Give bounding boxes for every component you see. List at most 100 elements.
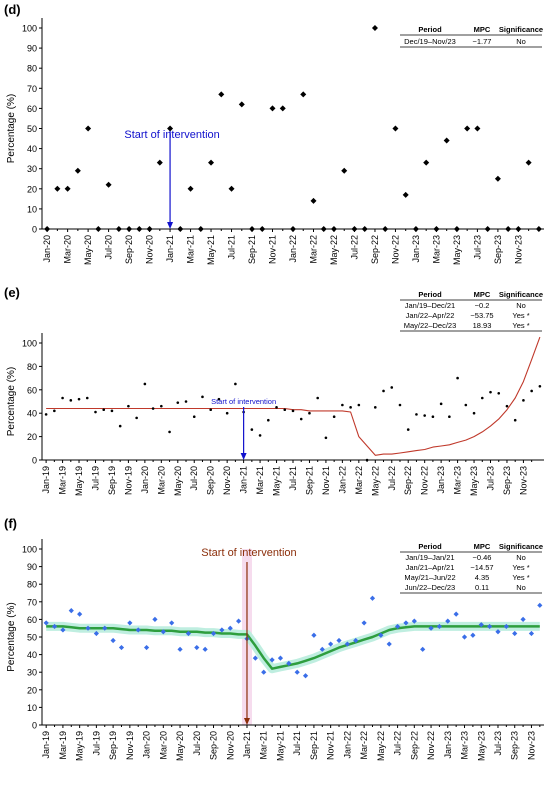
data-point (143, 644, 150, 651)
table-cell-significance: Yes * (512, 321, 529, 330)
trend-line (46, 625, 540, 670)
x-tick-label: Jul-21 (227, 235, 237, 260)
data-point (320, 226, 327, 232)
x-tick-label: Sep-23 (510, 731, 520, 760)
data-point (394, 623, 401, 630)
data-point (494, 175, 501, 182)
data-point (252, 655, 258, 661)
data-point (269, 105, 276, 112)
data-point (535, 226, 542, 232)
data-point (236, 618, 242, 624)
data-point (225, 411, 229, 415)
data-point (118, 644, 125, 651)
intervention-label: Start of intervention (201, 547, 296, 559)
data-point (110, 637, 116, 644)
x-tick-label: Mar-21 (186, 235, 196, 264)
x-tick-label: Mar-20 (63, 235, 73, 264)
data-point (439, 402, 443, 406)
table-cell-significance: No (516, 583, 526, 592)
x-tick-label: Jan-20 (142, 731, 152, 759)
data-point (69, 399, 73, 402)
data-point (537, 602, 543, 608)
x-tick-label: Sep-19 (108, 731, 118, 760)
data-point (328, 641, 334, 647)
data-point (330, 226, 337, 232)
data-point (85, 625, 91, 631)
x-tick-label: Jul-22 (393, 731, 403, 756)
data-point (152, 616, 158, 622)
x-tick-label: Sep-19 (107, 466, 117, 495)
x-tick-label: Mar-19 (58, 466, 68, 495)
intervention-label: Start of intervention (124, 129, 219, 141)
data-point (209, 408, 213, 411)
intervention-label: Start of intervention (211, 397, 276, 406)
data-point (420, 646, 426, 652)
table-header: MPC (474, 290, 491, 299)
x-tick-label: Jul-23 (472, 235, 482, 260)
data-point (228, 185, 235, 192)
x-tick-label: May-20 (173, 466, 183, 496)
data-point (93, 630, 99, 637)
data-point (283, 408, 287, 411)
table-header: Significance (499, 25, 543, 34)
data-point (208, 159, 215, 166)
data-point (185, 630, 192, 637)
data-point (445, 618, 451, 624)
data-point (453, 226, 460, 232)
data-point (136, 226, 143, 232)
data-point (530, 389, 533, 393)
y-tick-label: 70 (27, 597, 37, 607)
table-cell-mpc: −1.77 (473, 37, 492, 46)
table-cell-mpc: −0.2 (475, 301, 490, 310)
data-point (61, 396, 64, 400)
y-tick-label: 0 (32, 721, 37, 731)
x-tick-label: Nov-22 (426, 731, 436, 760)
data-point (528, 630, 535, 637)
y-tick-label: 40 (27, 650, 37, 660)
data-point (512, 630, 518, 637)
x-tick-label: Sep-23 (493, 235, 503, 264)
y-tick-label: 60 (27, 385, 37, 395)
data-point (267, 418, 270, 422)
data-point (94, 410, 97, 414)
x-tick-label: May-22 (376, 731, 386, 761)
x-tick-label: Jan-23 (443, 731, 453, 759)
x-tick-label: Nov-23 (518, 466, 528, 495)
data-point (310, 197, 317, 204)
x-tick-label: May-23 (476, 731, 486, 761)
x-tick-label: May-19 (75, 731, 85, 761)
data-point (290, 226, 296, 232)
x-tick-label: Nov-20 (225, 731, 235, 760)
data-point (411, 618, 417, 624)
y-tick-label: 50 (27, 124, 37, 134)
data-point (497, 392, 501, 395)
data-point (453, 611, 459, 617)
data-point (505, 404, 509, 408)
x-tick-label: Sep-20 (206, 466, 216, 495)
y-tick-label: 90 (27, 562, 37, 572)
data-point (515, 226, 522, 232)
x-tick-label: Mar-19 (58, 731, 68, 760)
data-point (160, 629, 166, 635)
table-cell-period: May/22–Dec/23 (404, 321, 457, 330)
x-tick-label: Jan-19 (41, 466, 51, 494)
x-tick-label: Nov-20 (145, 235, 155, 264)
data-point (503, 623, 509, 630)
data-point (311, 632, 317, 638)
x-tick-label: Nov-21 (321, 466, 331, 495)
data-point (448, 415, 451, 419)
data-point (197, 226, 204, 232)
data-point (299, 417, 303, 421)
data-point (102, 408, 106, 411)
table-cell-period: Dec/19–Nov/23 (404, 37, 456, 46)
data-point (382, 226, 389, 232)
data-point (127, 620, 133, 626)
data-point (85, 396, 89, 400)
x-tick-label: Sep-20 (209, 731, 219, 760)
data-point (218, 91, 225, 98)
data-point (525, 159, 532, 166)
data-point (373, 406, 377, 409)
data-point (436, 623, 443, 630)
x-tick-label: Nov-23 (513, 235, 523, 264)
data-point (169, 620, 175, 626)
